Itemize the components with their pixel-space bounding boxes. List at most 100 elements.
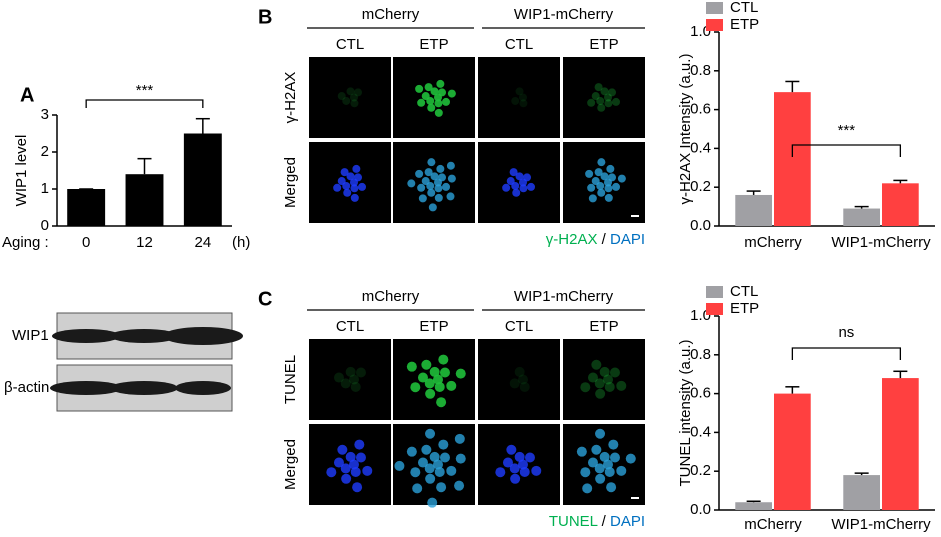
condition-label: ETP xyxy=(419,36,448,53)
stain xyxy=(430,172,439,181)
error-bar xyxy=(785,386,800,394)
y-tick-label: 0.0 xyxy=(690,501,711,518)
stain xyxy=(438,439,449,450)
condition-label: ETP xyxy=(589,318,618,335)
legend-label: CTL xyxy=(730,0,758,16)
stain xyxy=(511,96,520,105)
micrograph xyxy=(309,57,391,138)
stain xyxy=(587,457,598,468)
stain xyxy=(595,428,606,439)
stain xyxy=(438,354,449,365)
stain xyxy=(350,466,361,477)
stain xyxy=(596,96,605,105)
condition-label: CTL xyxy=(505,318,533,335)
bar xyxy=(774,92,811,226)
caption-part: / xyxy=(597,513,610,530)
y-tick-label: 0.8 xyxy=(690,62,711,79)
stain xyxy=(349,374,359,385)
stain xyxy=(509,378,520,389)
group-header: WIP1-mCherry xyxy=(514,288,614,305)
stain xyxy=(591,444,602,455)
stain xyxy=(421,444,432,455)
group-header: mCherry xyxy=(362,6,420,23)
stain xyxy=(597,103,606,112)
y-tick-label: 0.4 xyxy=(690,423,711,440)
stain xyxy=(446,192,455,201)
stain xyxy=(612,182,621,191)
stain xyxy=(439,452,450,463)
y-axis-label: TUNEL intensity (a.u.) xyxy=(677,340,694,487)
stain xyxy=(350,99,359,108)
stain xyxy=(604,93,612,102)
stain xyxy=(514,451,525,462)
stain xyxy=(531,465,542,476)
stain xyxy=(343,188,352,197)
stain xyxy=(576,446,587,457)
stain xyxy=(434,381,445,392)
panel-letter: C xyxy=(258,288,272,310)
error-bar xyxy=(137,157,152,175)
legend-swatch xyxy=(706,303,723,315)
stain xyxy=(350,193,359,202)
stain xyxy=(594,378,605,389)
stain xyxy=(442,182,451,191)
stain xyxy=(350,93,358,102)
stain xyxy=(509,463,520,474)
y-tick-label: 0.6 xyxy=(690,101,711,118)
scale-bar xyxy=(631,215,639,217)
x-tick-label: WIP1-mCherry xyxy=(831,516,931,533)
significance-label: ns xyxy=(838,324,854,341)
stain xyxy=(519,466,530,477)
stain xyxy=(352,482,363,493)
panel-letter: B xyxy=(258,6,272,28)
row-label: γ-H2AX xyxy=(282,72,299,124)
stain xyxy=(587,98,596,107)
stain xyxy=(515,172,524,181)
y-tick-label: 0.0 xyxy=(690,217,711,234)
micrograph xyxy=(478,339,560,420)
stain xyxy=(442,97,451,106)
blot-label: WIP1 xyxy=(12,327,49,344)
stain xyxy=(439,367,450,378)
error-bar xyxy=(746,190,761,195)
stain xyxy=(434,108,443,117)
stain xyxy=(354,88,363,97)
significance-bracket xyxy=(791,347,902,360)
stain xyxy=(446,161,455,170)
y-axis-label: γ-H2AX Intensity (a.u.) xyxy=(677,54,694,205)
micrograph xyxy=(478,57,560,138)
condition-label: CTL xyxy=(505,36,533,53)
stain xyxy=(417,457,428,468)
stain xyxy=(349,459,359,470)
stain xyxy=(454,433,465,444)
stain xyxy=(394,460,405,471)
blot-band xyxy=(110,381,178,395)
micrograph xyxy=(309,339,391,420)
stain xyxy=(608,88,617,97)
stain xyxy=(527,182,536,191)
stain xyxy=(410,467,421,478)
significance-bracket xyxy=(85,99,204,108)
stain xyxy=(587,372,598,383)
stain xyxy=(594,463,605,474)
caption-part: TUNEL xyxy=(549,513,598,530)
stain xyxy=(337,177,346,186)
stain xyxy=(603,374,613,385)
stain xyxy=(519,99,528,108)
stain xyxy=(345,451,356,462)
bar xyxy=(882,378,919,510)
stain xyxy=(455,368,466,379)
caption-part: DAPI xyxy=(610,513,645,530)
stain xyxy=(333,183,342,192)
stain xyxy=(436,164,445,173)
stain xyxy=(509,168,518,177)
stain xyxy=(603,459,613,470)
bar xyxy=(735,194,772,226)
stain xyxy=(427,103,436,112)
stain xyxy=(410,382,421,393)
stain xyxy=(424,168,433,177)
stain xyxy=(609,452,620,463)
stain xyxy=(595,473,606,484)
bar xyxy=(183,133,222,226)
stain xyxy=(337,444,348,455)
